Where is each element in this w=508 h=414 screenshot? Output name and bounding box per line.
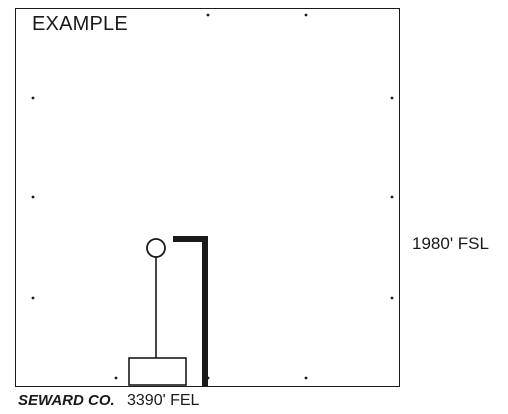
grid-dot [390, 296, 394, 300]
east-line-distance: 3390' FEL [127, 392, 200, 409]
grid-dot [390, 195, 394, 199]
grid-dot [31, 195, 35, 199]
diagram-title: EXAMPLE [32, 13, 128, 35]
south-line-distance: 1980' FSL [412, 234, 489, 253]
well-pad-rectangle [128, 357, 187, 386]
grid-dot [31, 296, 35, 300]
grid-dot [31, 96, 35, 100]
grid-dot [390, 96, 394, 100]
grid-dot [304, 13, 308, 17]
grid-dot [114, 376, 118, 380]
grid-dot [304, 376, 308, 380]
section-plat-boundary [15, 8, 400, 387]
section-dots [31, 13, 394, 380]
county-label: SEWARD CO. [18, 392, 115, 409]
lease-line [173, 236, 208, 386]
grid-dot [206, 13, 210, 17]
well-location-circle [146, 238, 166, 258]
